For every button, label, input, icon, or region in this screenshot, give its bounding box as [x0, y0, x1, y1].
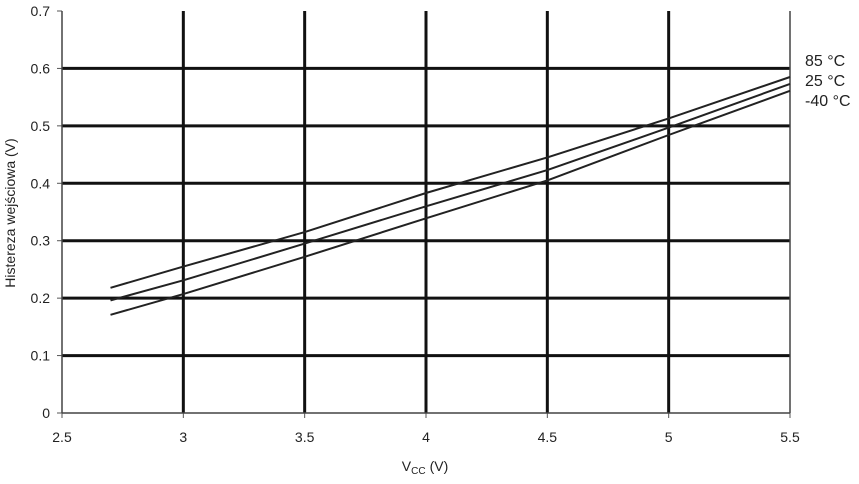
- x-axis-title-subscript: CC: [411, 466, 425, 477]
- x-tick-label: 5.5: [780, 429, 800, 445]
- y-tick-label: 0: [42, 405, 50, 421]
- y-tick-label: 0.2: [31, 290, 51, 306]
- x-tick-label: 4: [422, 429, 430, 445]
- series-line: [110, 89, 791, 316]
- x-axis-title-unit: (V): [430, 458, 449, 474]
- series-label: -40 °C: [805, 93, 851, 110]
- y-tick-label: 0.4: [31, 175, 51, 191]
- y-tick-label: 0.6: [31, 60, 51, 76]
- x-axis-title-main: V: [402, 458, 412, 474]
- x-axis-title: VCC (V): [402, 458, 448, 477]
- y-axis-title: Histereza wejściowa (V): [2, 138, 18, 287]
- x-tick-label: 3.5: [295, 429, 315, 445]
- y-tick-label: 0.5: [31, 118, 51, 134]
- series-label: 85 °C: [805, 53, 845, 70]
- x-tick-label: 5: [665, 429, 673, 445]
- grid: [57, 10, 791, 418]
- series-label: 25 °C: [805, 73, 845, 90]
- x-tick-label: 2.5: [52, 429, 72, 445]
- y-tick-label: 0.7: [31, 3, 51, 19]
- y-tick-label: 0.3: [31, 233, 51, 249]
- tick-labels: 0 0.1 0.2 0.3 0.4 0.5 0.6 0.7 2.5 3 3.5 4 4.5 5 5.5 85 …: [31, 3, 851, 445]
- series-line: [110, 76, 791, 289]
- y-tick-label: 0.1: [31, 348, 51, 364]
- x-tick-label: 3: [179, 429, 187, 445]
- x-tick-label: 4.5: [538, 429, 558, 445]
- series-line: [110, 82, 791, 302]
- series-lines: [110, 76, 791, 316]
